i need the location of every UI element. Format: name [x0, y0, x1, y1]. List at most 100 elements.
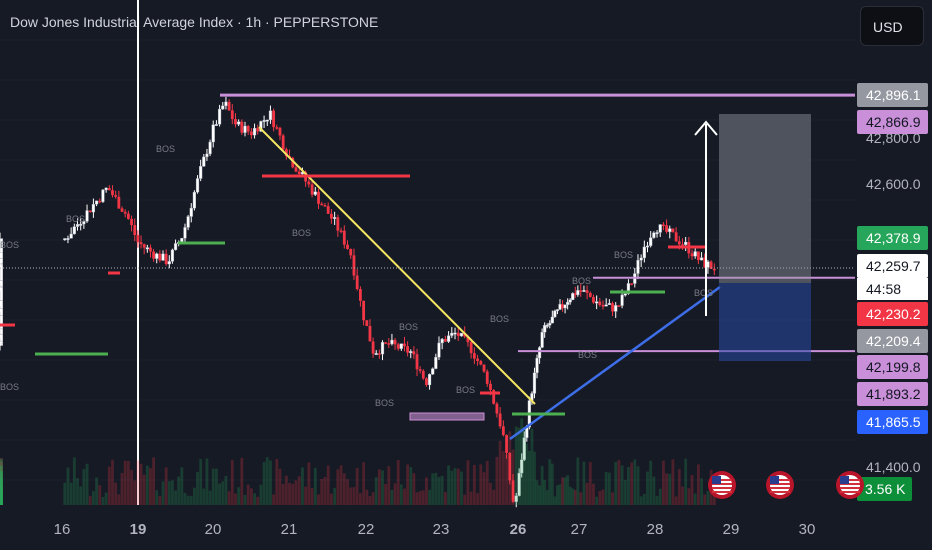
candle-body	[145, 247, 149, 250]
volume-bar	[161, 481, 165, 505]
candle-body	[123, 211, 127, 214]
price-tag	[857, 110, 928, 134]
volume-bar	[0, 458, 3, 505]
candle-body	[346, 244, 349, 250]
volume-bar	[246, 484, 250, 505]
candle-body	[535, 357, 539, 373]
volume-bar	[687, 488, 691, 505]
candle-body	[652, 232, 656, 238]
candle-body	[85, 210, 89, 222]
volume-bar	[368, 496, 372, 505]
us-flag-canton	[840, 476, 849, 484]
volume-bar	[259, 484, 263, 505]
candle-body	[114, 195, 118, 197]
candle-body	[205, 153, 209, 158]
volume-bar	[566, 475, 570, 505]
volume-bar	[460, 471, 463, 505]
volume-bar	[281, 483, 285, 505]
volume-bar	[189, 495, 193, 505]
candle-body	[450, 332, 454, 336]
candle-body	[598, 301, 602, 305]
candle-body	[256, 128, 260, 132]
volume-bar	[0, 489, 3, 505]
volume-bar	[571, 488, 575, 505]
candle-body	[152, 251, 156, 259]
volume-bar	[434, 472, 438, 505]
volume-bar	[409, 466, 413, 505]
candle-body	[214, 124, 218, 126]
volume-bar	[142, 474, 146, 505]
volume-bar	[330, 493, 333, 505]
candle-body	[221, 105, 225, 110]
volume-bar	[371, 492, 375, 505]
volume-bar	[553, 496, 557, 505]
volume-tag-label: 3.56 K	[865, 481, 906, 497]
volume-bar	[668, 473, 672, 505]
x-tick-label: 28	[647, 521, 664, 538]
volume-bar	[186, 495, 190, 505]
candle-body	[365, 320, 369, 326]
candle-body	[466, 336, 470, 343]
volume-bar	[623, 479, 627, 505]
candle-body	[588, 292, 592, 297]
volume-bar	[681, 486, 684, 505]
countdown-label: 44:58	[866, 281, 901, 297]
countdown-tag	[857, 278, 928, 300]
currency-button[interactable]: USD	[860, 6, 924, 46]
volume-bar	[443, 492, 447, 505]
candle-body	[693, 251, 697, 257]
candle-body	[208, 141, 212, 155]
volume-bar	[655, 496, 659, 505]
candle-body	[149, 247, 152, 252]
volume-bar	[0, 487, 3, 505]
candle-body	[412, 351, 416, 355]
candle-body	[161, 253, 165, 261]
volume-bar	[275, 459, 279, 505]
us-flag-stripe	[840, 487, 860, 489]
target-arrowhead	[694, 120, 718, 136]
candle-body	[252, 127, 257, 136]
volume-bar	[520, 418, 524, 505]
volume-bar	[224, 475, 228, 505]
candle-body	[520, 459, 524, 474]
candle-body	[492, 390, 496, 404]
candle-body	[320, 203, 324, 206]
candle-body	[563, 304, 567, 309]
volume-bar	[636, 466, 640, 505]
x-tick-label: 20	[205, 521, 222, 538]
candle-body	[313, 191, 317, 195]
volume-bar	[690, 475, 694, 505]
candle-body	[566, 301, 570, 305]
volume-bar	[326, 465, 330, 505]
candle-body	[434, 356, 438, 369]
candle-body	[665, 225, 668, 232]
volume-bar	[214, 468, 218, 505]
volume-bar	[98, 485, 102, 505]
candle-body	[582, 290, 586, 292]
volume-bar	[665, 473, 668, 505]
price-tag-label: 42,896.1	[866, 87, 921, 103]
candle-body	[620, 294, 624, 306]
volume-bar	[550, 463, 554, 505]
candle-body	[472, 353, 476, 359]
volume-bar	[472, 464, 476, 505]
candle-body	[284, 149, 288, 157]
volume-bar	[199, 459, 203, 505]
volume-bar	[456, 468, 460, 505]
volume-bar	[82, 469, 86, 505]
volume-bar	[601, 489, 605, 505]
candle-body	[671, 228, 675, 233]
candle-body	[281, 135, 285, 150]
volume-bar	[607, 472, 611, 505]
candle-body	[585, 290, 589, 293]
x-tick-label: 16	[54, 521, 71, 538]
volume-bar	[406, 464, 410, 505]
candle-body	[358, 289, 362, 301]
volume-bar	[310, 488, 314, 505]
candle-body	[453, 332, 457, 335]
volume-bar	[396, 460, 400, 505]
volume-bar	[139, 463, 143, 505]
x-tick-label: 26	[510, 521, 527, 538]
candle-body	[136, 235, 140, 243]
